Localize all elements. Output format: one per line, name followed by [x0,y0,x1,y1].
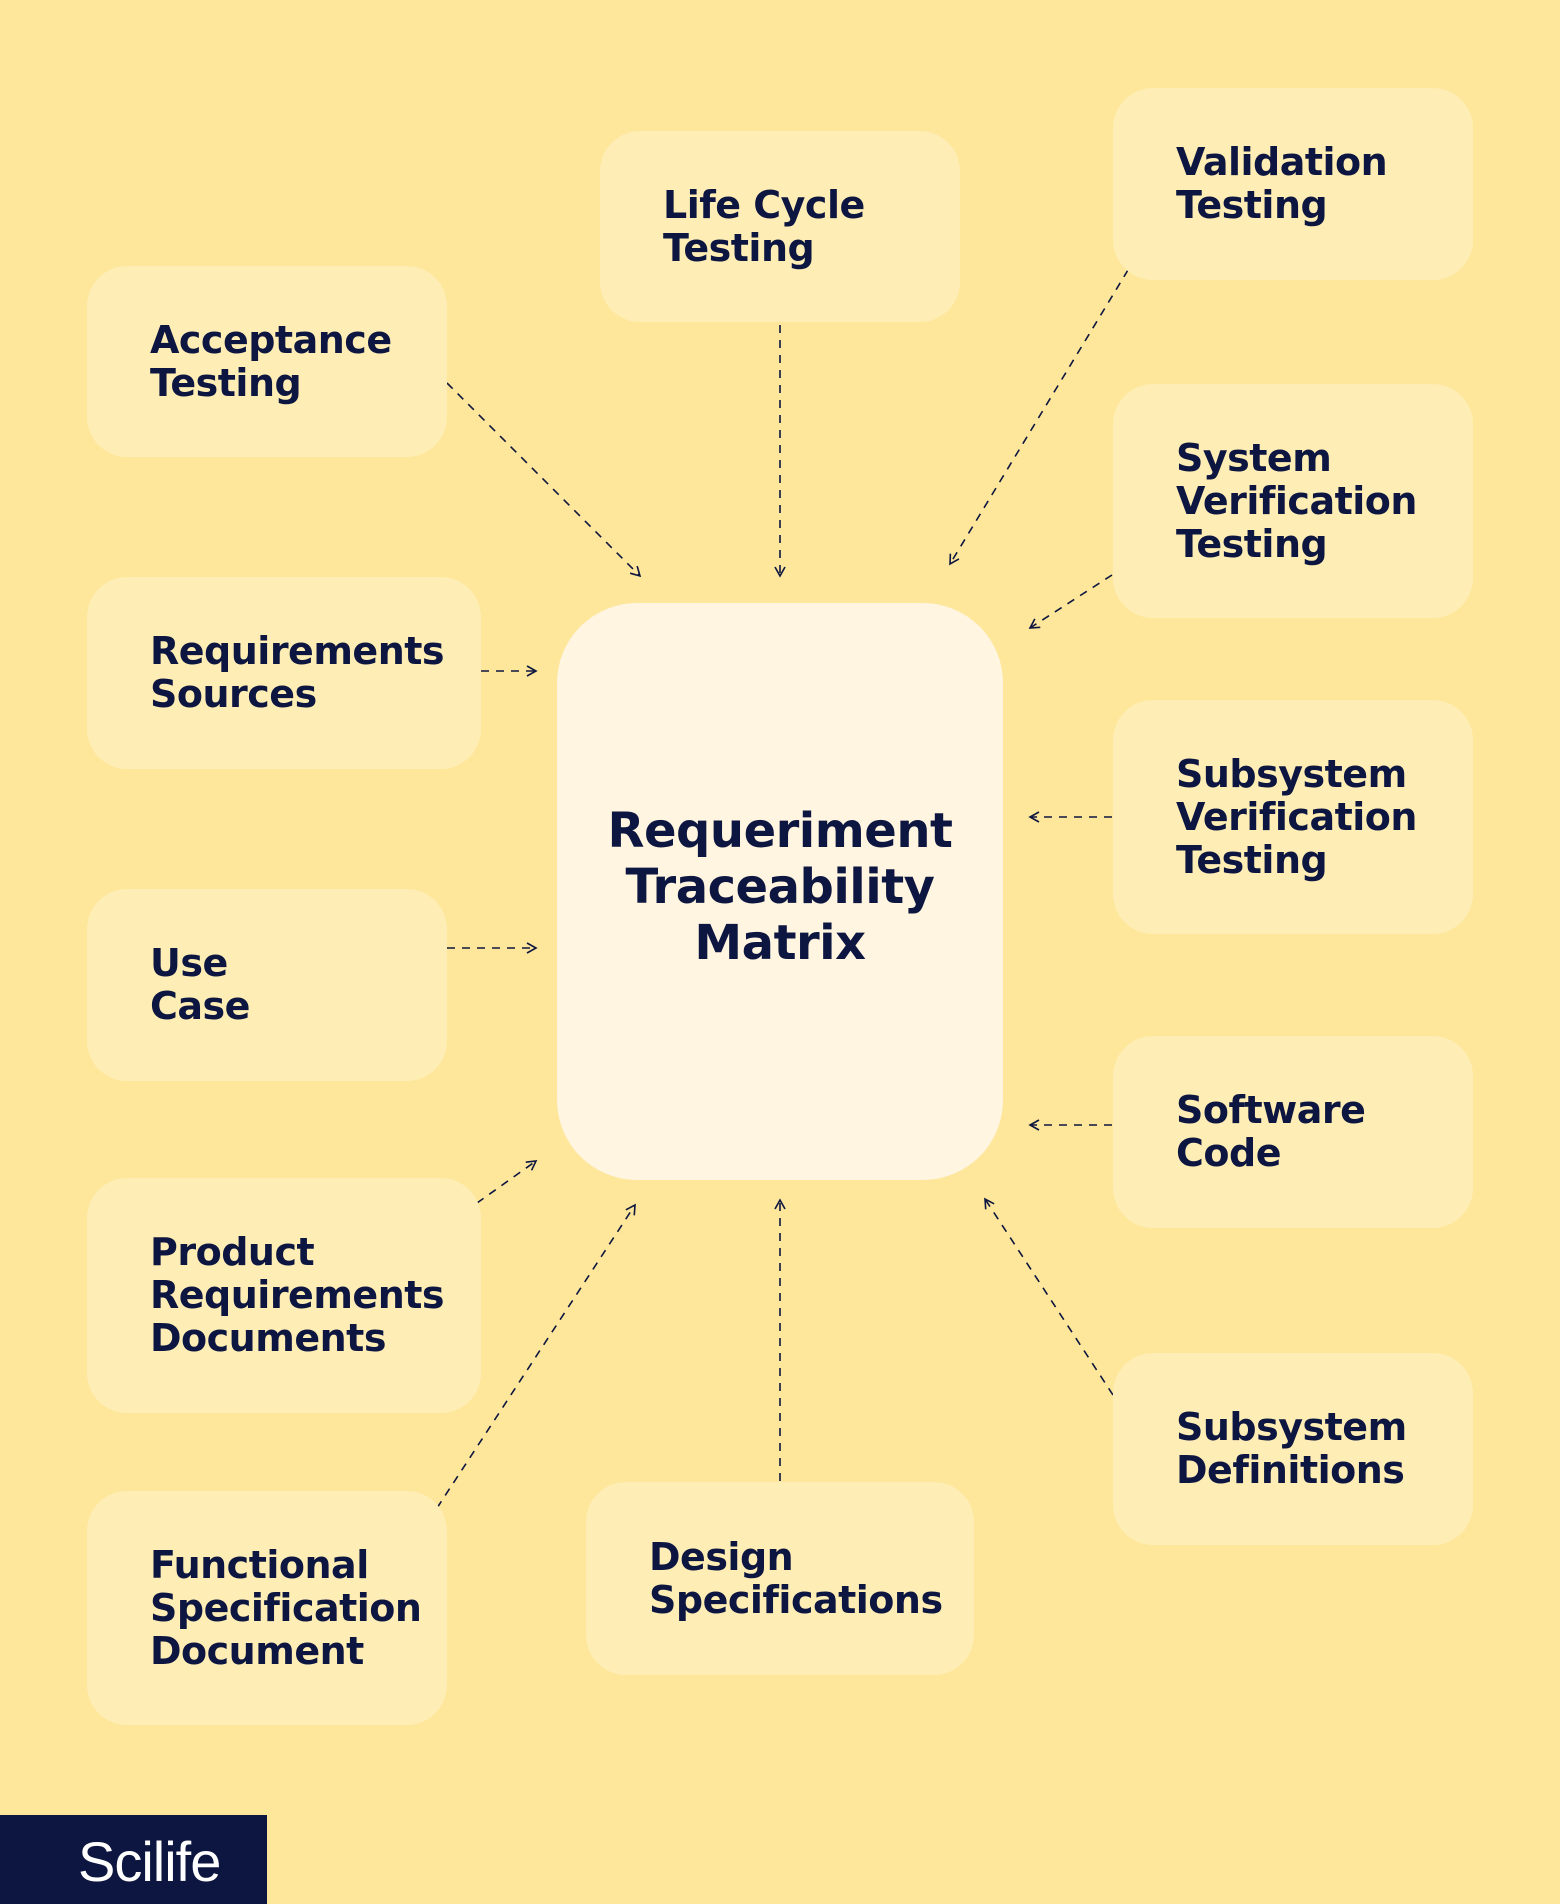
requirement-traceability-matrix-box: Requeriment Traceability Matrix [557,603,1003,1180]
node-label: Product Requirements Documents [150,1230,445,1360]
node-label: Design Specifications [649,1534,943,1622]
arrow-acceptance-testing [446,382,642,578]
logo-text: Scilife [78,1830,221,1893]
node-label: Validation Testing [1176,140,1388,227]
node-life-cycle-testing: Life Cycle Testing [600,131,960,322]
node-subsystem-verification-testing: Subsystem Verification Testing [1113,700,1473,934]
arrow-subsystem-definitions [984,1197,1114,1396]
arrow-product-requirements [476,1160,538,1204]
center-title: Requeriment Traceability Matrix [607,803,953,971]
arrow-functional-specification [436,1203,636,1509]
node-design-specifications: Design Specifications [586,1482,974,1675]
node-label: Functional Specification Document [150,1542,422,1673]
node-subsystem-definitions: Subsystem Definitions [1113,1353,1473,1545]
node-label: Subsystem Verification Testing [1176,751,1417,882]
node-label: Life Cycle Testing [663,182,865,270]
node-product-requirements-documents: Product Requirements Documents [87,1178,481,1413]
node-use-case: Use Case [87,889,447,1081]
node-requirements-sources: Requirements Sources [87,577,481,769]
node-functional-specification-document: Functional Specification Document [87,1491,447,1725]
node-label: Acceptance Testing [150,317,392,405]
node-label: Use Case [150,941,250,1028]
node-software-code: Software Code [1113,1036,1473,1228]
node-label: Requirements Sources [150,629,445,716]
node-acceptance-testing: Acceptance Testing [87,266,447,457]
node-system-verification-testing: System Verification Testing [1113,384,1473,618]
node-label: Software Code [1176,1088,1366,1175]
node-validation-testing: Validation Testing [1113,88,1473,280]
scilife-logo: Scilife [0,1815,267,1904]
node-label: Subsystem Definitions [1176,1405,1407,1492]
arrow-validation-testing [949,269,1129,566]
arrow-system-verification-testing [1028,574,1113,629]
node-label: System Verification Testing [1176,435,1417,566]
